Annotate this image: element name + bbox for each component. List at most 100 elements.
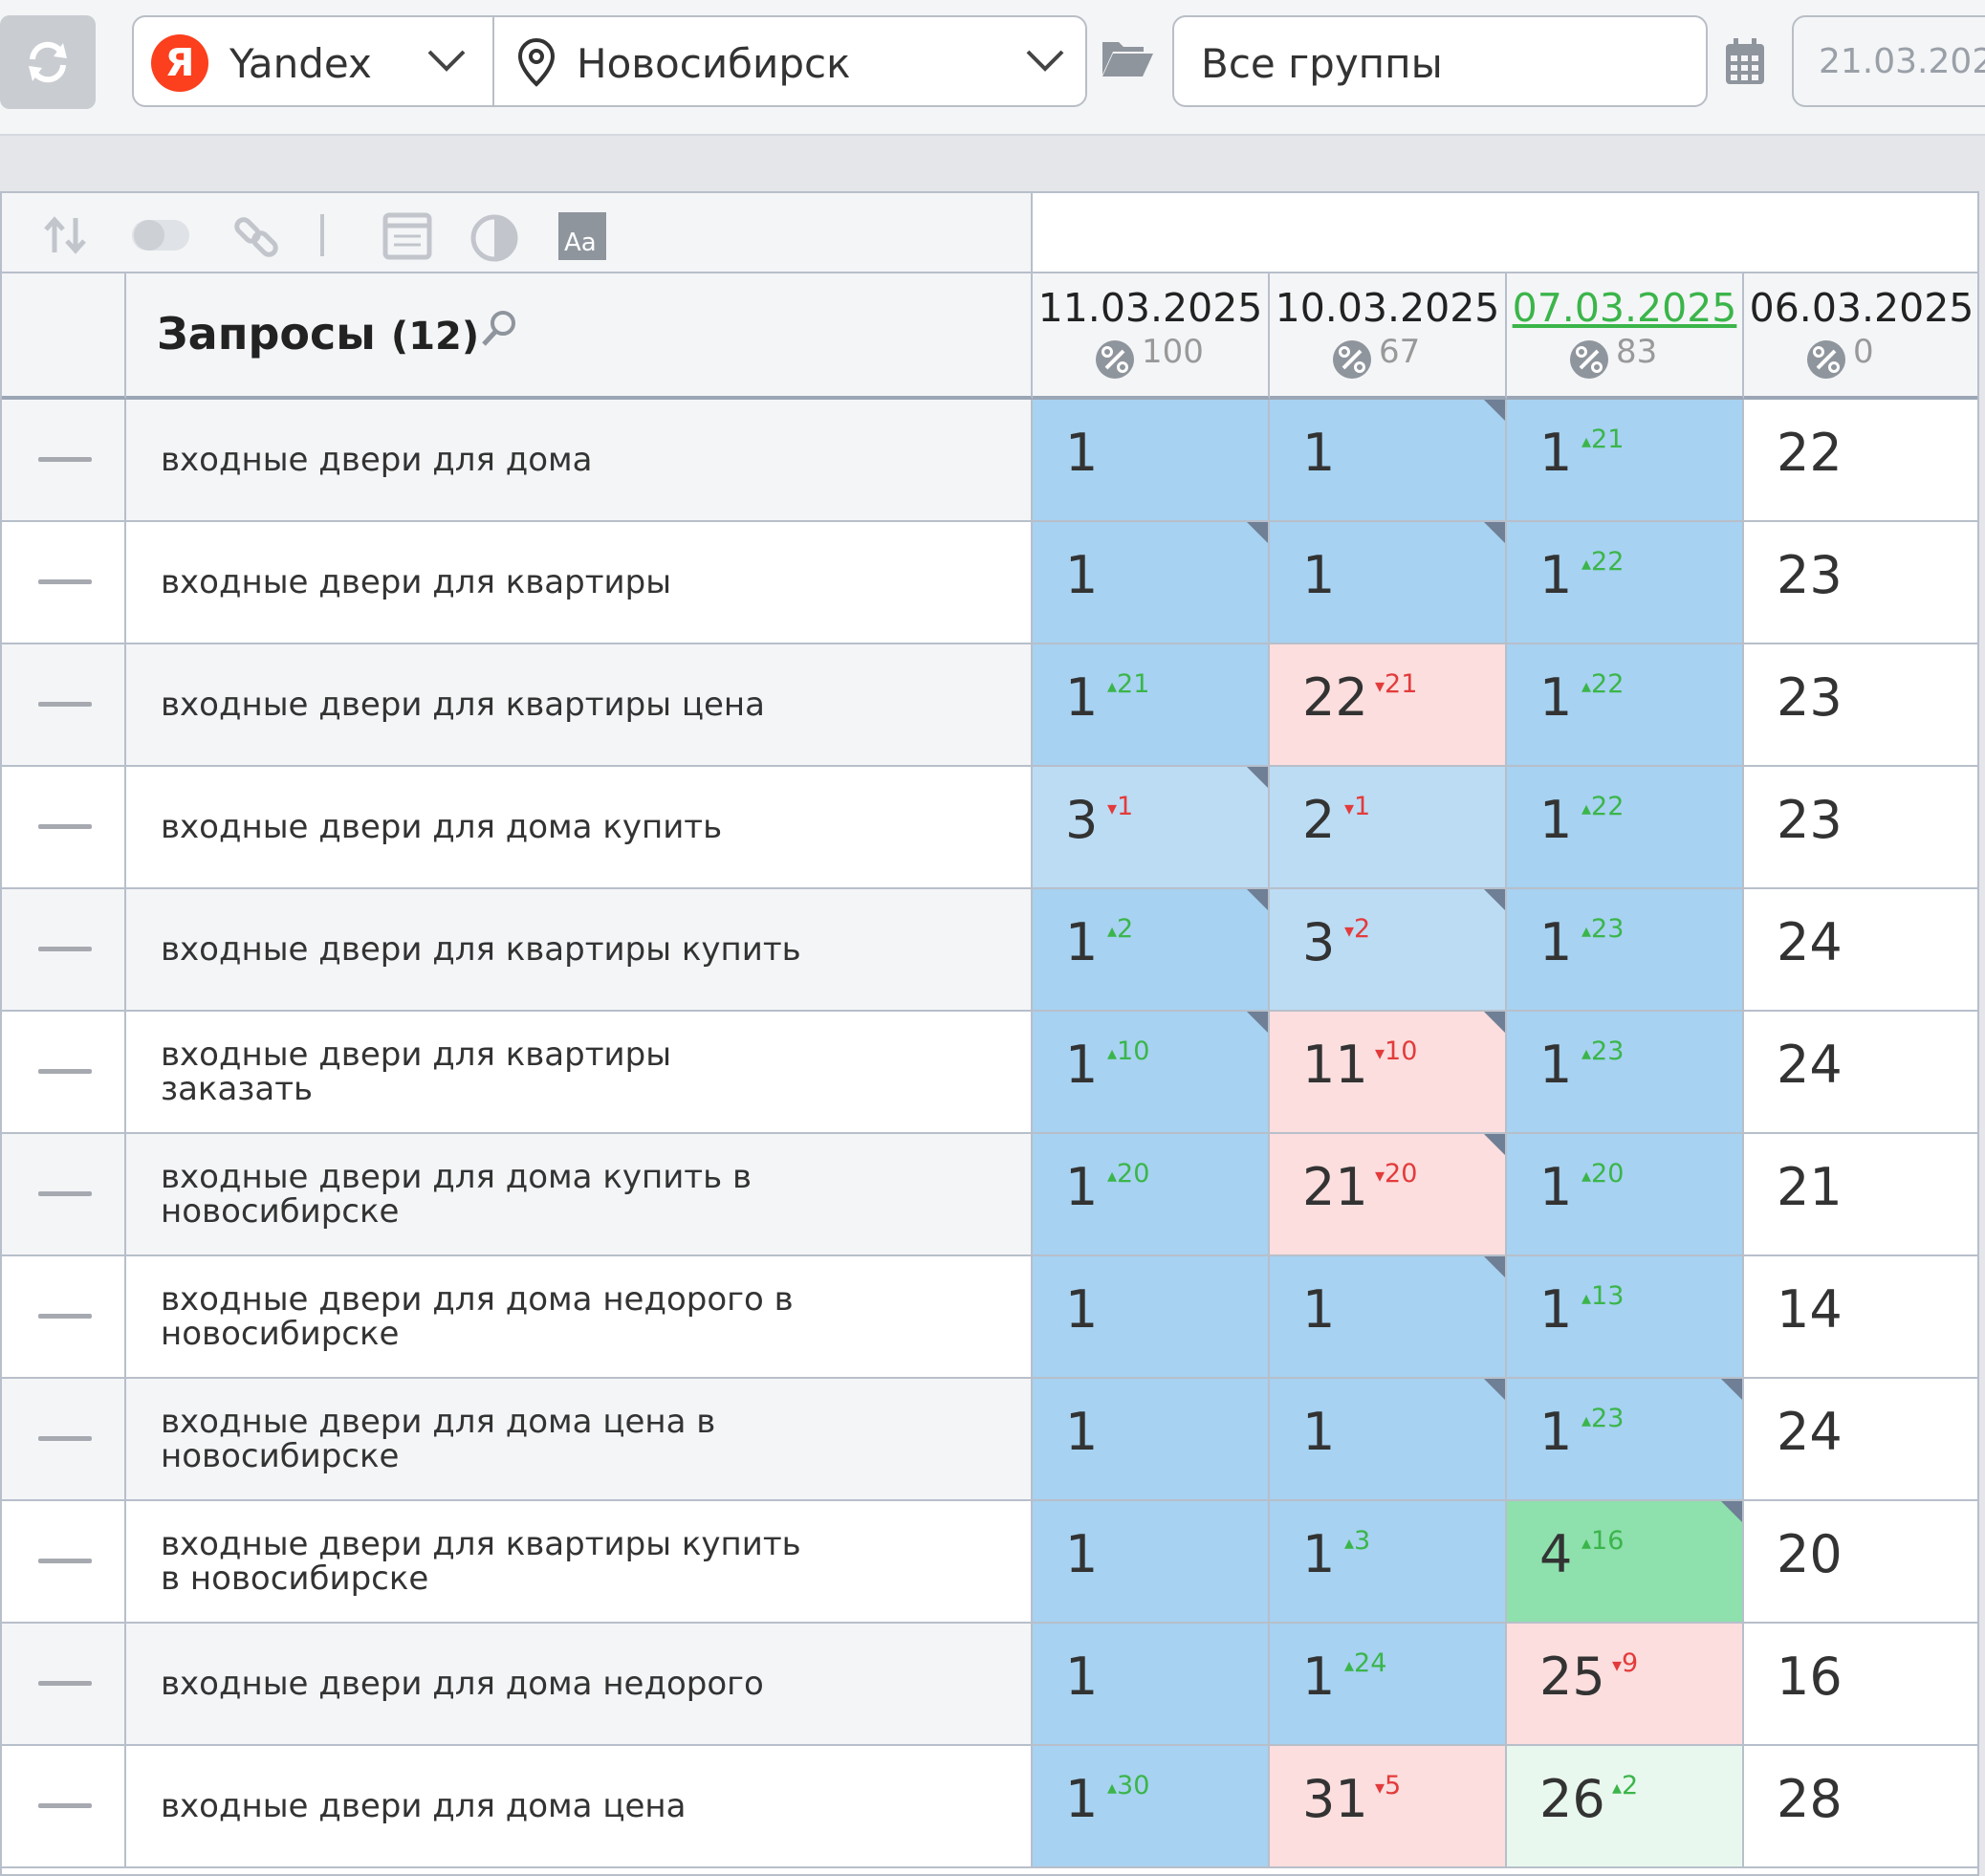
position-cell[interactable]: 26 ▴2: [1507, 1746, 1744, 1866]
table-row[interactable]: входные двери для дома купить 3 ▾1 2 ▾1 1 ▴22 2…: [2, 767, 1977, 889]
position-cell[interactable]: 20: [1744, 1501, 1977, 1622]
date-label[interactable]: 07.03.2025: [1512, 285, 1737, 331]
region-select[interactable]: Новосибирск: [494, 17, 1085, 105]
refresh-button[interactable]: [0, 15, 96, 109]
position-cell[interactable]: 1 ▴23: [1507, 889, 1744, 1010]
position-cell[interactable]: 24: [1744, 1379, 1977, 1499]
position-cell[interactable]: 23: [1744, 644, 1977, 765]
row-drag-handle[interactable]: [2, 1256, 126, 1377]
position-cell[interactable]: 22: [1744, 400, 1977, 520]
calendar-icon[interactable]: [1723, 36, 1767, 86]
row-drag-handle[interactable]: [2, 1501, 126, 1622]
query-cell[interactable]: входные двери для квартиры купить в ново…: [126, 1501, 1033, 1622]
position-cell[interactable]: 1 ▴30: [1033, 1746, 1270, 1866]
row-drag-handle[interactable]: [2, 522, 126, 643]
position-cell[interactable]: 1: [1270, 1256, 1507, 1377]
position-cell[interactable]: 1: [1033, 1624, 1270, 1744]
date-label[interactable]: 06.03.2025: [1749, 285, 1974, 331]
position-cell[interactable]: 1: [1270, 400, 1507, 520]
row-drag-handle[interactable]: [2, 1012, 126, 1132]
row-drag-handle[interactable]: [2, 1134, 126, 1254]
date-input[interactable]: 21.03.2025: [1792, 15, 1985, 107]
position-cell[interactable]: 28: [1744, 1746, 1977, 1866]
position-cell[interactable]: 23: [1744, 767, 1977, 887]
date-column-header[interactable]: 10.03.2025 67: [1270, 273, 1507, 400]
position-cell[interactable]: 3 ▾1: [1033, 767, 1270, 887]
row-drag-handle[interactable]: [2, 1746, 126, 1866]
table-row[interactable]: входные двери для дома цена в новосибирс…: [2, 1379, 1977, 1501]
query-cell[interactable]: входные двери для дома купить: [126, 767, 1033, 887]
font-size-icon[interactable]: Aa: [556, 210, 608, 262]
position-cell[interactable]: 1 ▴22: [1507, 644, 1744, 765]
position-cell[interactable]: 24: [1744, 1012, 1977, 1132]
position-cell[interactable]: 1 ▴13: [1507, 1256, 1744, 1377]
query-cell[interactable]: входные двери для дома купить в новосиби…: [126, 1134, 1033, 1254]
date-column-header[interactable]: 11.03.2025 100: [1033, 273, 1270, 400]
position-cell[interactable]: 1: [1270, 522, 1507, 643]
position-cell[interactable]: 2 ▾1: [1270, 767, 1507, 887]
position-cell[interactable]: 24: [1744, 889, 1977, 1010]
position-cell[interactable]: 21 ▾20: [1270, 1134, 1507, 1254]
position-cell[interactable]: 1: [1033, 1501, 1270, 1622]
position-cell[interactable]: 1 ▴22: [1507, 522, 1744, 643]
position-cell[interactable]: 1 ▴23: [1507, 1012, 1744, 1132]
query-cell[interactable]: входные двери для квартиры заказать: [126, 1012, 1033, 1132]
position-cell[interactable]: 16: [1744, 1624, 1977, 1744]
table-row[interactable]: входные двери для квартиры цена 1 ▴21 22 ▾21…: [2, 644, 1977, 767]
position-cell[interactable]: 1 ▴2: [1033, 889, 1270, 1010]
position-cell[interactable]: 1 ▴21: [1033, 644, 1270, 765]
date-column-header[interactable]: 06.03.2025 0: [1744, 273, 1977, 400]
position-cell[interactable]: 3 ▾2: [1270, 889, 1507, 1010]
window-icon[interactable]: [382, 212, 432, 260]
query-cell[interactable]: входные двери для квартиры купить: [126, 889, 1033, 1010]
position-cell[interactable]: 31 ▾5: [1270, 1746, 1507, 1866]
position-cell[interactable]: 1 ▴20: [1507, 1134, 1744, 1254]
table-row[interactable]: входные двери для квартиры заказать 1 ▴10 1…: [2, 1012, 1977, 1134]
date-label[interactable]: 10.03.2025: [1275, 285, 1500, 331]
position-cell[interactable]: 11 ▾10: [1270, 1012, 1507, 1132]
position-cell[interactable]: 1 ▴3: [1270, 1501, 1507, 1622]
row-drag-handle[interactable]: [2, 1379, 126, 1499]
query-cell[interactable]: входные двери для квартиры цена: [126, 644, 1033, 765]
table-row[interactable]: входные двери для дома недорого 1 1 ▴24 25 ▾9…: [2, 1624, 1977, 1746]
table-row[interactable]: входные двери для квартиры купить в ново…: [2, 1501, 1977, 1624]
row-drag-handle[interactable]: [2, 767, 126, 887]
position-cell[interactable]: 1 ▴24: [1270, 1624, 1507, 1744]
folder-open-icon[interactable]: [1100, 36, 1155, 78]
position-cell[interactable]: 1: [1033, 522, 1270, 643]
position-cell[interactable]: 1: [1270, 1379, 1507, 1499]
position-cell[interactable]: 21: [1744, 1134, 1977, 1254]
position-cell[interactable]: 4 ▴16: [1507, 1501, 1744, 1622]
position-cell[interactable]: 1 ▴22: [1507, 767, 1744, 887]
row-drag-handle[interactable]: [2, 644, 126, 765]
table-row[interactable]: входные двери для дома 1 1 1 ▴21 22: [2, 400, 1977, 522]
search-engine-select[interactable]: Я Yandex: [134, 17, 492, 105]
search-icon[interactable]: [478, 308, 520, 350]
position-cell[interactable]: 1 ▴20: [1033, 1134, 1270, 1254]
query-cell[interactable]: входные двери для дома цена в новосибирс…: [126, 1379, 1033, 1499]
row-drag-handle[interactable]: [2, 400, 126, 520]
sort-icon[interactable]: [42, 214, 90, 256]
position-cell[interactable]: 1 ▴23: [1507, 1379, 1744, 1499]
position-cell[interactable]: 1 ▴21: [1507, 400, 1744, 520]
table-row[interactable]: входные двери для квартиры купить 1 ▴2 3 ▾2 1…: [2, 889, 1977, 1012]
position-cell[interactable]: 1: [1033, 1256, 1270, 1377]
contrast-icon[interactable]: [469, 212, 520, 264]
table-row[interactable]: входные двери для дома цена 1 ▴30 31 ▾5 26 ▴2 2…: [2, 1746, 1977, 1868]
date-column-header[interactable]: 07.03.2025 83: [1507, 273, 1744, 400]
query-cell[interactable]: входные двери для квартиры: [126, 522, 1033, 643]
table-row[interactable]: входные двери для дома недорого в новоси…: [2, 1256, 1977, 1379]
query-cell[interactable]: входные двери для дома недорого: [126, 1624, 1033, 1744]
position-cell[interactable]: 14: [1744, 1256, 1977, 1377]
position-cell[interactable]: 25 ▾9: [1507, 1624, 1744, 1744]
row-drag-handle[interactable]: [2, 889, 126, 1010]
query-cell[interactable]: входные двери для дома цена: [126, 1746, 1033, 1866]
date-label[interactable]: 11.03.2025: [1037, 285, 1263, 331]
position-cell[interactable]: 23: [1744, 522, 1977, 643]
position-cell[interactable]: 1 ▴10: [1033, 1012, 1270, 1132]
position-cell[interactable]: 1: [1033, 1379, 1270, 1499]
position-cell[interactable]: 22 ▾21: [1270, 644, 1507, 765]
query-cell[interactable]: входные двери для дома недорого в новоси…: [126, 1256, 1033, 1377]
position-cell[interactable]: 1: [1033, 400, 1270, 520]
table-row[interactable]: входные двери для дома купить в новосиби…: [2, 1134, 1977, 1256]
